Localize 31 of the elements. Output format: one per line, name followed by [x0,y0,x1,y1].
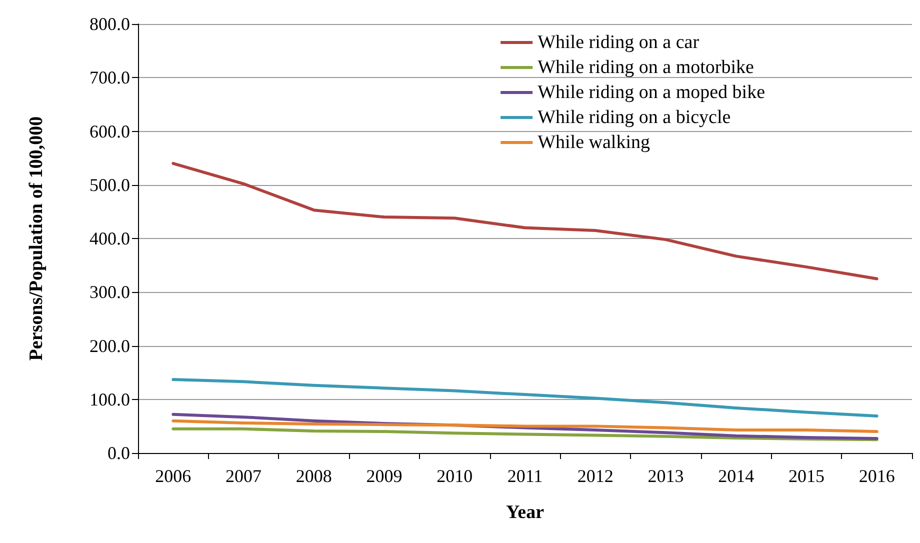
x-tick-label: 2010 [436,466,473,486]
y-tick-label: 300.0 [90,282,130,302]
x-tick-label: 2011 [507,466,543,486]
y-tick-label: 100.0 [90,389,130,410]
x-tick-label: 2009 [366,466,402,486]
y-tick-label: 700.0 [90,68,130,88]
line-series [172,419,878,434]
x-tick-label: 2016 [858,466,895,486]
legend-label: While riding on a motorbike [538,57,754,78]
x-tick-label: 2015 [788,466,824,486]
legend-label: While riding on a moped bike [538,82,766,103]
y-axis-title: Persons/Population of 100,000 [26,116,47,361]
x-tick-label: 2006 [155,466,192,486]
y-tick-label: 200.0 [90,336,130,356]
legend-label: While riding on a car [538,32,700,53]
line-series [172,378,878,418]
y-tick-label: 400.0 [90,228,130,248]
legend-label: While riding on a bicycle [538,107,731,128]
line-series [172,162,878,280]
x-tick-label: 2014 [718,466,754,486]
y-tick-label: 600.0 [90,121,130,142]
x-tick-label: 2007 [226,466,262,486]
line-series [172,427,878,442]
y-tick-label: 800.0 [90,14,130,34]
legend-label: While walking [538,132,650,153]
x-tick-label: 2012 [577,466,614,486]
y-tick-label: 0.0 [108,443,130,463]
x-tick-label: 2013 [648,466,684,486]
x-tick-label: 2008 [296,466,332,486]
y-tick-label: 500.0 [90,174,130,195]
x-axis-title: Year [506,502,545,523]
